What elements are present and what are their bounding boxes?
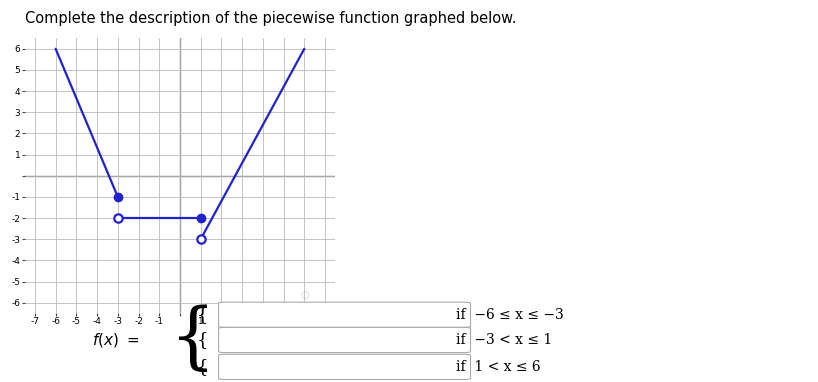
Text: if  1 < x ≤ 6: if 1 < x ≤ 6 <box>456 360 541 374</box>
Text: {: { <box>197 358 209 376</box>
FancyBboxPatch shape <box>218 327 470 353</box>
Text: ○: ○ <box>300 290 308 300</box>
Text: {: { <box>197 306 209 324</box>
Text: {: { <box>197 331 209 349</box>
Text: Complete the description of the piecewise function graphed below.: Complete the description of the piecewis… <box>25 11 516 26</box>
Text: $f(x)\ =$: $f(x)\ =$ <box>92 331 139 349</box>
FancyBboxPatch shape <box>218 302 470 327</box>
Text: if  −6 ≤ x ≤ −3: if −6 ≤ x ≤ −3 <box>456 308 564 322</box>
Text: {: { <box>170 305 217 375</box>
Text: if  −3 < x ≤ 1: if −3 < x ≤ 1 <box>456 333 552 347</box>
FancyBboxPatch shape <box>218 354 470 379</box>
